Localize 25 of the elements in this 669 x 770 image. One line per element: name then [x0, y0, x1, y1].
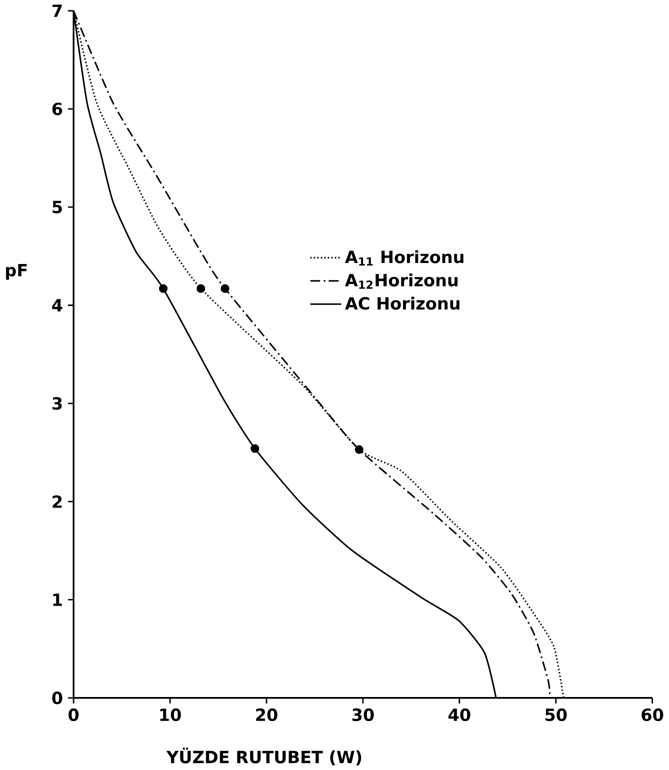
y-tick-label: 5	[52, 200, 62, 214]
legend-label: A$_{12}$Horizonu	[345, 274, 458, 289]
legend-label: AC Horizonu	[345, 296, 460, 310]
y-tick-label: 0	[52, 692, 62, 704]
y-tick-label: 3	[52, 397, 62, 410]
point	[159, 284, 168, 293]
legend-label: A$_{11}$ Horizonu	[345, 250, 464, 266]
x-tick-label: 30	[352, 708, 374, 722]
y-tick-label: 2	[52, 495, 62, 508]
y-tick-label: 1	[53, 594, 62, 606]
point	[220, 284, 230, 293]
x-tick-label: 50	[546, 708, 567, 722]
point	[196, 284, 206, 293]
x-tick-label: 10	[160, 708, 182, 722]
y-tick-label: 6	[52, 102, 62, 116]
x-axis-title: YÜZDE RUTUBET (W)	[166, 748, 362, 766]
y-tick-label: 7	[52, 4, 62, 17]
x-tick-label: 0	[68, 708, 79, 722]
y-axis-title: pF	[6, 264, 27, 280]
x-tick-label: 60	[642, 708, 664, 722]
point	[355, 445, 364, 454]
x-tick-label: 40	[448, 708, 470, 722]
y-tick-label: 4	[52, 299, 62, 312]
point	[250, 444, 260, 453]
x-tick-label: 20	[256, 708, 278, 722]
